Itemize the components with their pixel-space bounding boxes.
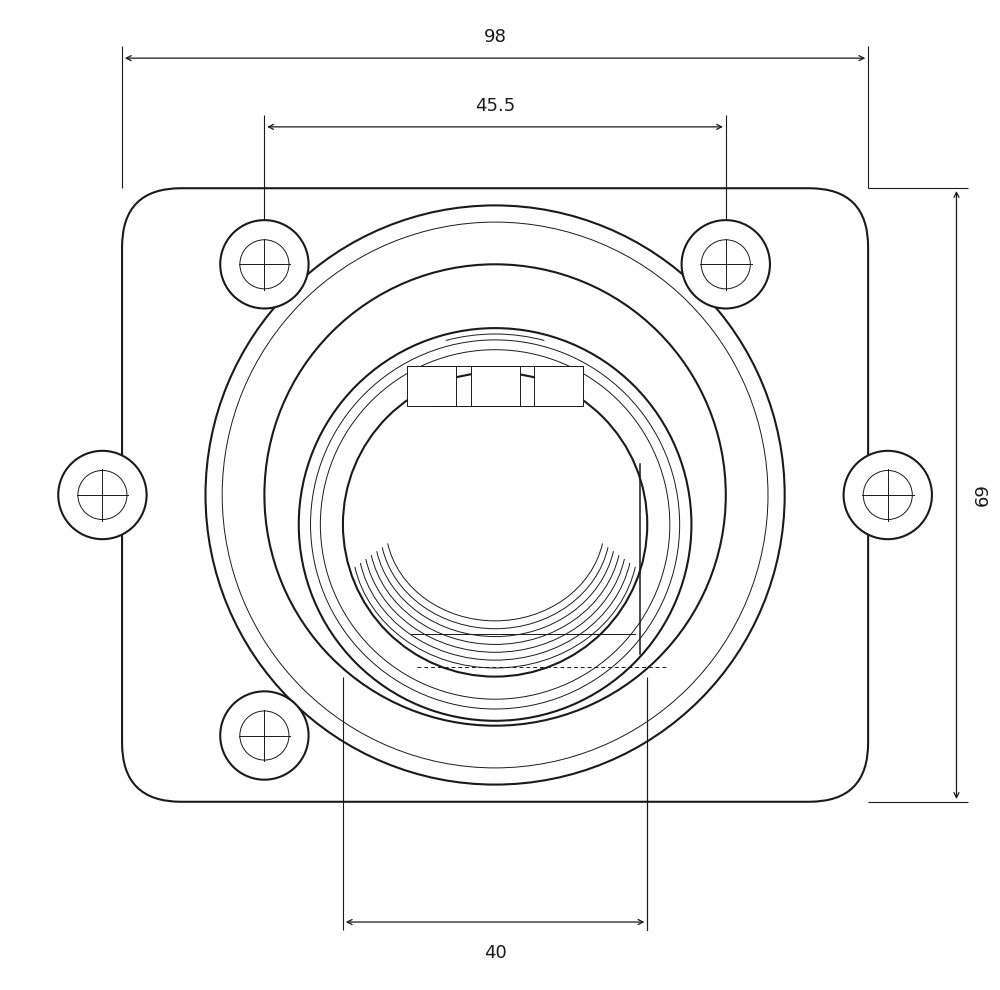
Text: 40: 40 <box>484 943 506 961</box>
Circle shape <box>844 450 932 540</box>
Bar <box>534 366 583 406</box>
Circle shape <box>220 220 309 309</box>
Text: 98: 98 <box>484 29 507 47</box>
Text: 45.5: 45.5 <box>475 97 515 115</box>
Circle shape <box>343 372 647 676</box>
Bar <box>407 366 456 406</box>
FancyBboxPatch shape <box>122 188 868 802</box>
Circle shape <box>682 220 770 309</box>
Circle shape <box>220 691 309 780</box>
Bar <box>471 366 520 406</box>
Circle shape <box>58 450 147 540</box>
Text: 69: 69 <box>974 483 992 507</box>
